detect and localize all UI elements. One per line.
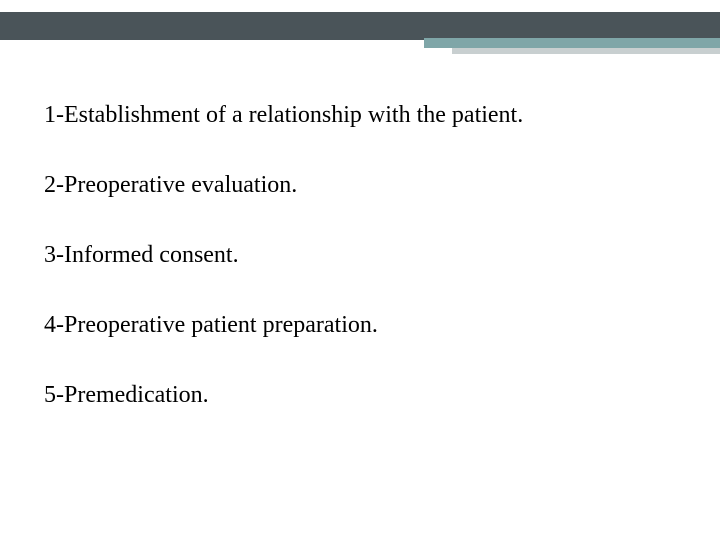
list-item: 4-Preoperative patient preparation.: [44, 310, 676, 340]
header-bar-gray: [452, 48, 720, 54]
slide: 1-Establishment of a relationship with t…: [0, 0, 720, 540]
list-item: 5-Premedication.: [44, 380, 676, 410]
header-bar-dark: [0, 12, 720, 40]
list-item: 3-Informed consent.: [44, 240, 676, 270]
header-bar: [0, 12, 720, 44]
header-bar-teal: [424, 38, 720, 48]
content-area: 1-Establishment of a relationship with t…: [44, 100, 676, 450]
list-item: 2-Preoperative evaluation.: [44, 170, 676, 200]
list-item: 1-Establishment of a relationship with t…: [44, 100, 676, 130]
